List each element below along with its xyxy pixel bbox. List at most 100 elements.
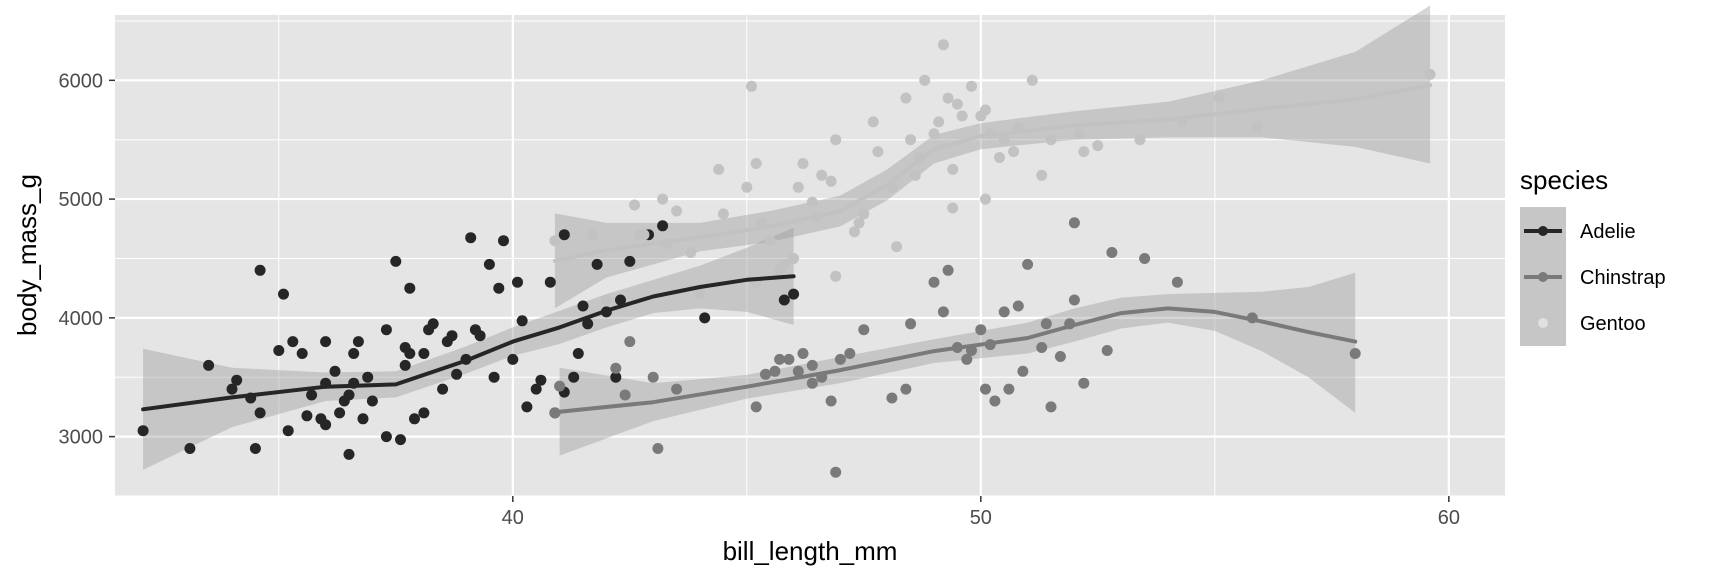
confidence-bands — [143, 5, 1431, 470]
chinstrap-point — [937, 306, 949, 318]
chinstrap-point — [554, 380, 566, 392]
data-points — [137, 39, 1436, 478]
gentoo-point — [717, 208, 729, 220]
adelie-point — [249, 443, 261, 454]
adelie-point — [507, 353, 519, 365]
chinstrap-point — [624, 336, 636, 348]
adelie-point — [657, 220, 669, 232]
chinstrap-point — [549, 407, 561, 419]
chinstrap-point — [806, 359, 818, 371]
adelie-point — [451, 368, 463, 380]
x-tick-label: 40 — [502, 507, 524, 529]
adelie-point — [591, 258, 603, 270]
gentoo-point — [1251, 122, 1263, 134]
gentoo-point — [797, 158, 809, 169]
chinstrap-point — [1054, 351, 1066, 362]
chinstrap-point — [750, 401, 762, 413]
adelie-point — [488, 371, 500, 383]
chinstrap-point — [797, 348, 809, 359]
gentoo-point — [741, 181, 753, 193]
chinstrap-point — [671, 383, 683, 395]
chinstrap-point — [886, 392, 898, 404]
gentoo-point — [629, 199, 640, 211]
chinstrap-confidence-band — [559, 272, 1356, 456]
chinstrap-point — [858, 324, 870, 336]
adelie-point — [254, 264, 266, 276]
gentoo-point — [998, 134, 1010, 146]
adelie-point — [343, 389, 355, 401]
adelie-point — [395, 434, 406, 446]
adelie-point — [427, 318, 439, 330]
adelie-point — [516, 315, 528, 327]
adelie-point — [343, 448, 355, 460]
adelie-point — [437, 383, 449, 395]
gentoo-point — [905, 134, 917, 146]
gentoo-point — [764, 235, 776, 247]
y-tick-label: 5000 — [59, 189, 104, 211]
chinstrap-point — [928, 276, 940, 288]
chinstrap-point — [961, 353, 973, 365]
adelie-point — [287, 336, 299, 348]
chinstrap-point — [769, 365, 781, 377]
adelie-point — [231, 374, 243, 386]
chinstrap-point — [1101, 345, 1113, 356]
plot-panel — [115, 15, 1505, 496]
adelie-point — [512, 276, 523, 288]
adelie-point — [778, 294, 790, 306]
smooth-lines — [141, 83, 1433, 414]
adelie-point — [582, 318, 594, 330]
y-axis-title: body_mass_g — [12, 174, 42, 336]
gentoo-point — [750, 158, 762, 169]
adelie-point — [357, 413, 369, 425]
chinstrap-point — [774, 353, 786, 365]
chinstrap-point — [1036, 342, 1048, 353]
legend-item-chinstrap: Chinstrap — [1524, 267, 1666, 289]
gentoo-point — [792, 181, 804, 193]
chinstrap-point — [1022, 258, 1034, 270]
gentoo-point — [830, 134, 842, 146]
minor-gridlines — [115, 15, 1505, 497]
x-axis-title: bill_length_mm — [723, 536, 898, 566]
legend: species Adelie Chinstrap Gentoo — [1520, 165, 1666, 346]
chinstrap-point — [998, 306, 1010, 318]
adelie-point — [624, 255, 636, 267]
chinstrap-point — [1040, 318, 1052, 330]
gentoo-point — [1073, 128, 1085, 140]
adelie-point — [521, 401, 533, 413]
x-tick-label: 60 — [1438, 507, 1460, 529]
gentoo-point — [867, 116, 879, 128]
gentoo-point — [942, 92, 954, 104]
gentoo-point — [1214, 92, 1225, 104]
gentoo-point — [937, 39, 949, 51]
gentoo-point — [825, 175, 837, 187]
adelie-point — [273, 345, 285, 356]
gentoo-point — [994, 152, 1005, 163]
adelie-point — [352, 336, 364, 348]
adelie-point — [699, 312, 711, 324]
legend-key-gentoo-point — [1538, 318, 1548, 328]
chinstrap-point — [792, 365, 804, 377]
legend-item-adelie: Adelie — [1524, 221, 1636, 243]
adelie-confidence-band — [143, 227, 794, 470]
gentoo-point — [1026, 74, 1038, 86]
gentoo-point — [966, 80, 977, 92]
chinstrap-point — [647, 371, 659, 383]
adelie-point — [320, 336, 332, 348]
adelie-point — [404, 282, 416, 294]
chinstrap-point — [652, 443, 664, 454]
gentoo-point — [778, 258, 790, 270]
legend-title: species — [1520, 165, 1608, 195]
gentoo-point — [1008, 146, 1020, 158]
gentoo-point — [713, 163, 725, 175]
adelie-point — [348, 348, 360, 359]
chinstrap-point — [806, 377, 818, 389]
chinstrap-point — [1017, 365, 1029, 377]
gentoo-point — [638, 229, 650, 241]
adelie-point — [390, 255, 402, 267]
adelie-point — [329, 365, 341, 377]
chinstrap-point — [1349, 348, 1361, 359]
legend-label-chinstrap: Chinstrap — [1580, 267, 1666, 289]
legend-key-adelie-point — [1538, 226, 1548, 236]
adelie-point — [184, 443, 196, 454]
